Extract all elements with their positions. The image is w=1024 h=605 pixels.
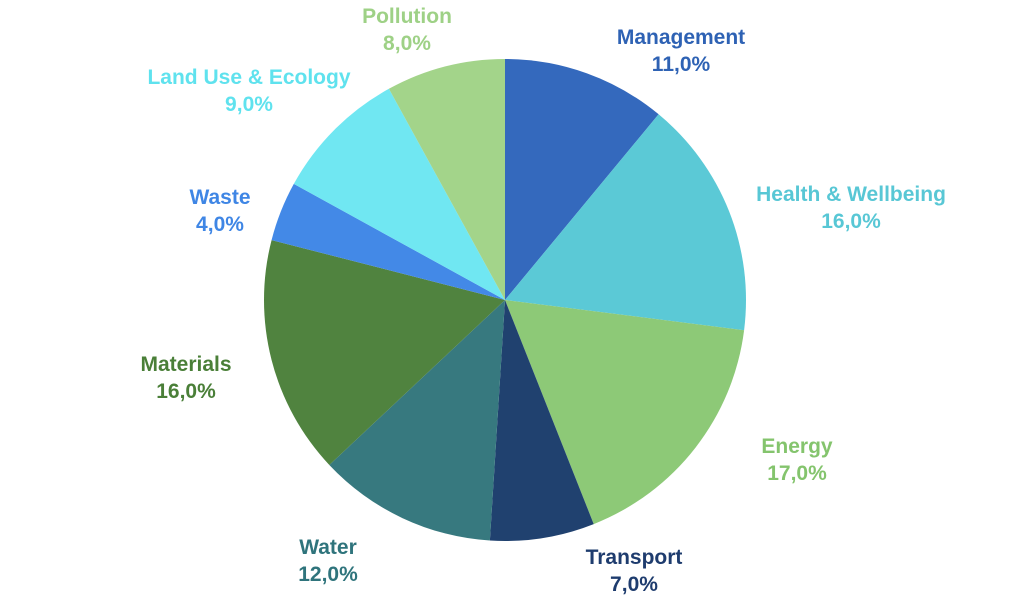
slice-label-pollution: Pollution 8,0% xyxy=(362,3,452,57)
slice-label-text: Water xyxy=(299,536,357,559)
slice-value-text: 8,0% xyxy=(383,32,431,55)
slice-label-text: Transport xyxy=(585,546,683,569)
slice-label-text: Management xyxy=(616,26,746,49)
slice-label-text: Energy xyxy=(761,435,833,458)
pie-slice-management xyxy=(505,59,659,300)
slice-label-land-use-ecology: Land Use & Ecology 9,0% xyxy=(147,64,350,118)
slice-label-text: Waste xyxy=(189,186,251,209)
pie-slice-health-wellbeing xyxy=(505,114,747,331)
pie-slice-energy xyxy=(505,300,745,525)
slice-value-text: 7,0% xyxy=(610,573,658,596)
pie-slice-water xyxy=(329,300,505,541)
slice-label-management: Management 11,0% xyxy=(617,24,745,78)
slice-label-health-wellbeing: Health & Wellbeing 16,0% xyxy=(756,181,946,235)
slice-value-text: 12,0% xyxy=(298,563,358,586)
slice-value-text: 17,0% xyxy=(767,462,827,485)
slice-label-text: Land Use & Ecology xyxy=(147,66,351,89)
pie-slice-pollution xyxy=(388,59,505,300)
slice-value-text: 16,0% xyxy=(821,210,881,233)
slice-value-text: 4,0% xyxy=(196,213,244,236)
pie-slice-materials xyxy=(263,240,505,465)
slice-value-text: 9,0% xyxy=(225,93,273,116)
pie-slice-land-use-ecology xyxy=(293,88,505,300)
slice-value-text: 16,0% xyxy=(156,380,216,403)
slice-label-transport: Transport 7,0% xyxy=(586,544,683,598)
slice-label-text: Health & Wellbeing xyxy=(756,183,946,206)
slice-value-text: 11,0% xyxy=(651,53,711,76)
slice-label-text: Materials xyxy=(140,353,232,376)
slice-label-water: Water 12,0% xyxy=(298,534,358,588)
slice-label-text: Pollution xyxy=(362,5,452,28)
slice-label-waste: Waste 4,0% xyxy=(189,184,250,238)
slice-label-energy: Energy 17,0% xyxy=(761,433,832,487)
pie-slice-transport xyxy=(489,300,594,541)
slice-label-materials: Materials 16,0% xyxy=(140,351,231,405)
pie-slice-waste xyxy=(271,183,505,300)
